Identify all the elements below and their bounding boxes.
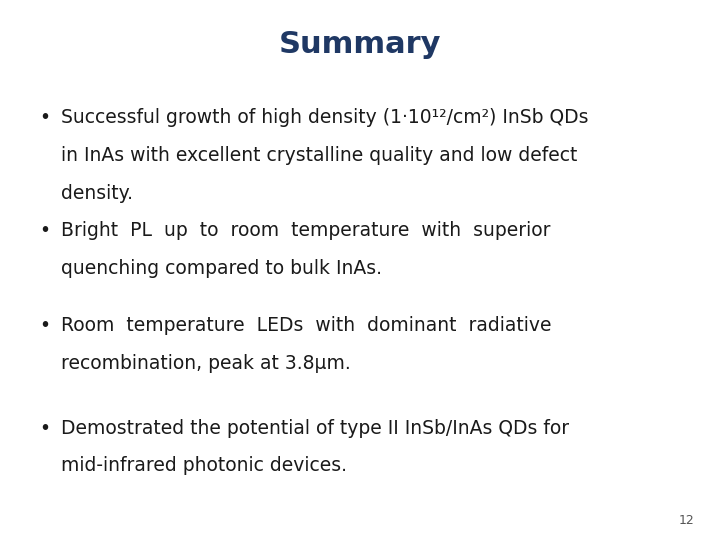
- Text: density.: density.: [61, 184, 133, 202]
- Text: 12: 12: [679, 514, 695, 526]
- Text: recombination, peak at 3.8μm.: recombination, peak at 3.8μm.: [61, 354, 351, 373]
- Text: quenching compared to bulk InAs.: quenching compared to bulk InAs.: [61, 259, 382, 278]
- Text: in InAs with excellent crystalline quality and low defect: in InAs with excellent crystalline quali…: [61, 146, 577, 165]
- Text: Demostrated the potential of type II InSb/InAs QDs for: Demostrated the potential of type II InS…: [61, 418, 570, 437]
- Text: Summary: Summary: [279, 30, 441, 59]
- Text: Successful growth of high density (1·10¹²/cm²) InSb QDs: Successful growth of high density (1·10¹…: [61, 108, 589, 127]
- Text: •: •: [40, 316, 50, 335]
- Text: Room  temperature  LEDs  with  dominant  radiative: Room temperature LEDs with dominant radi…: [61, 316, 552, 335]
- Text: Bright  PL  up  to  room  temperature  with  superior: Bright PL up to room temperature with su…: [61, 221, 551, 240]
- Text: •: •: [40, 108, 50, 127]
- Text: mid-infrared photonic devices.: mid-infrared photonic devices.: [61, 456, 347, 475]
- Text: •: •: [40, 418, 50, 437]
- Text: •: •: [40, 221, 50, 240]
